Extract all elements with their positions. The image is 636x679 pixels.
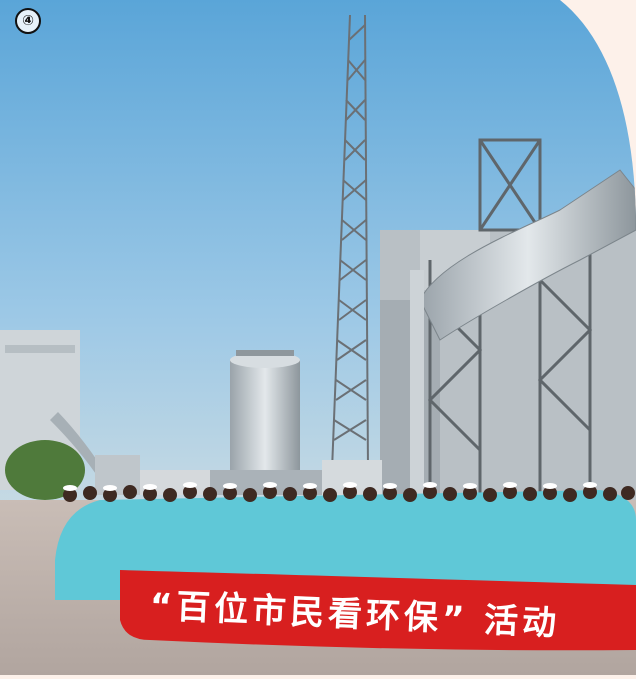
lattice-tower: [331, 14, 369, 471]
red-banner: [120, 570, 636, 651]
trees: [5, 440, 85, 500]
large-duct: [419, 169, 636, 341]
photo-number-badge: ④: [15, 8, 41, 34]
storage-tank: [230, 360, 300, 480]
